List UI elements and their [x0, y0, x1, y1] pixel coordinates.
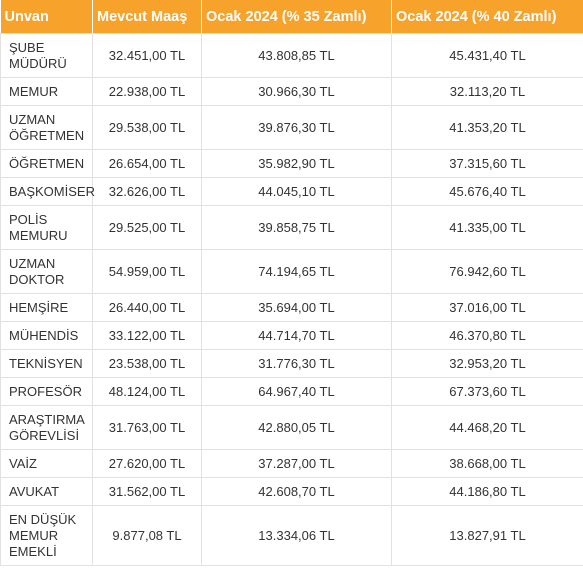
cell-mevcut: 22.938,00 TL: [92, 77, 202, 106]
cell-unvan: MÜHENDİS: [0, 321, 93, 350]
cell-z40: 38.668,00 TL: [391, 449, 583, 478]
cell-mevcut: 31.562,00 TL: [92, 477, 202, 506]
cell-z40: 44.468,20 TL: [391, 405, 583, 450]
cell-mevcut: 27.620,00 TL: [92, 449, 202, 478]
table-row: BAŞKOMİSER 32.626,00 TL 44.045,10 TL 45.…: [0, 177, 583, 206]
cell-mevcut: 29.538,00 TL: [92, 105, 202, 150]
cell-z35: 44.045,10 TL: [201, 177, 392, 206]
cell-mevcut: 32.451,00 TL: [92, 33, 202, 78]
header-ocak-2024-40: Ocak 2024 (% 40 Zamlı): [391, 0, 583, 34]
table-row: AVUKAT 31.562,00 TL 42.608,70 TL 44.186,…: [0, 477, 583, 506]
cell-z35: 64.967,40 TL: [201, 377, 392, 406]
header-ocak-2024-35: Ocak 2024 (% 35 Zamlı): [201, 0, 392, 34]
cell-z40: 37.016,00 TL: [391, 293, 583, 322]
table-row: MEMUR 22.938,00 TL 30.966,30 TL 32.113,2…: [0, 77, 583, 106]
cell-z40: 37.315,60 TL: [391, 149, 583, 178]
cell-unvan: EN DÜŞÜK MEMUR EMEKLİ: [0, 505, 93, 566]
cell-mevcut: 23.538,00 TL: [92, 349, 202, 378]
cell-z35: 43.808,85 TL: [201, 33, 392, 78]
table-header-row: Unvan Mevcut Maaş Ocak 2024 (% 35 Zamlı)…: [0, 0, 583, 34]
cell-mevcut: 33.122,00 TL: [92, 321, 202, 350]
table-row: TEKNİSYEN 23.538,00 TL 31.776,30 TL 32.9…: [0, 349, 583, 378]
cell-mevcut: 26.654,00 TL: [92, 149, 202, 178]
cell-z40: 67.373,60 TL: [391, 377, 583, 406]
cell-mevcut: 26.440,00 TL: [92, 293, 202, 322]
cell-z35: 30.966,30 TL: [201, 77, 392, 106]
cell-mevcut: 29.525,00 TL: [92, 205, 202, 250]
cell-z40: 32.953,20 TL: [391, 349, 583, 378]
cell-z35: 74.194,65 TL: [201, 249, 392, 294]
cell-unvan: ÖĞRETMEN: [0, 149, 93, 178]
cell-mevcut: 32.626,00 TL: [92, 177, 202, 206]
cell-z40: 13.827,91 TL: [391, 505, 583, 566]
cell-mevcut: 9.877,08 TL: [92, 505, 202, 566]
cell-z35: 37.287,00 TL: [201, 449, 392, 478]
cell-z40: 41.335,00 TL: [391, 205, 583, 250]
cell-z35: 39.858,75 TL: [201, 205, 392, 250]
cell-unvan: VAİZ: [0, 449, 93, 478]
cell-unvan: TEKNİSYEN: [0, 349, 93, 378]
cell-mevcut: 31.763,00 TL: [92, 405, 202, 450]
cell-unvan: ARAŞTIRMA GÖREVLİSİ: [0, 405, 93, 450]
cell-unvan: AVUKAT: [0, 477, 93, 506]
cell-z35: 44.714,70 TL: [201, 321, 392, 350]
cell-unvan: HEMŞİRE: [0, 293, 93, 322]
cell-unvan: UZMAN DOKTOR: [0, 249, 93, 294]
table-row: POLİS MEMURU 29.525,00 TL 39.858,75 TL 4…: [0, 205, 583, 250]
table-row: UZMAN DOKTOR 54.959,00 TL 74.194,65 TL 7…: [0, 249, 583, 294]
table-row: EN DÜŞÜK MEMUR EMEKLİ 9.877,08 TL 13.334…: [0, 505, 583, 566]
cell-z40: 46.370,80 TL: [391, 321, 583, 350]
cell-z40: 76.942,60 TL: [391, 249, 583, 294]
cell-z35: 42.880,05 TL: [201, 405, 392, 450]
cell-z40: 45.676,40 TL: [391, 177, 583, 206]
cell-unvan: BAŞKOMİSER: [0, 177, 95, 206]
cell-z35: 35.694,00 TL: [201, 293, 392, 322]
table-row: PROFESÖR 48.124,00 TL 64.967,40 TL 67.37…: [0, 377, 583, 406]
cell-z35: 35.982,90 TL: [201, 149, 392, 178]
table-row: ÖĞRETMEN 26.654,00 TL 35.982,90 TL 37.31…: [0, 149, 583, 178]
table-row: HEMŞİRE 26.440,00 TL 35.694,00 TL 37.016…: [0, 293, 583, 322]
cell-z40: 44.186,80 TL: [391, 477, 583, 506]
cell-unvan: ŞUBE MÜDÜRÜ: [0, 33, 93, 78]
cell-mevcut: 48.124,00 TL: [92, 377, 202, 406]
table-row: VAİZ 27.620,00 TL 37.287,00 TL 38.668,00…: [0, 449, 583, 478]
table-row: ARAŞTIRMA GÖREVLİSİ 31.763,00 TL 42.880,…: [0, 405, 583, 450]
table-row: UZMAN ÖĞRETMEN 29.538,00 TL 39.876,30 TL…: [0, 105, 583, 150]
table-row: MÜHENDİS 33.122,00 TL 44.714,70 TL 46.37…: [0, 321, 583, 350]
cell-mevcut: 54.959,00 TL: [92, 249, 202, 294]
cell-z35: 13.334,06 TL: [201, 505, 392, 566]
cell-unvan: UZMAN ÖĞRETMEN: [0, 105, 93, 150]
cell-z35: 42.608,70 TL: [201, 477, 392, 506]
header-mevcut-maas: Mevcut Maaş: [92, 0, 202, 34]
header-unvan: Unvan: [0, 0, 93, 34]
cell-unvan: MEMUR: [0, 77, 93, 106]
cell-z40: 32.113,20 TL: [391, 77, 583, 106]
cell-z35: 31.776,30 TL: [201, 349, 392, 378]
cell-unvan: POLİS MEMURU: [0, 205, 93, 250]
cell-unvan: PROFESÖR: [0, 377, 93, 406]
cell-z40: 45.431,40 TL: [391, 33, 583, 78]
cell-z35: 39.876,30 TL: [201, 105, 392, 150]
table-row: ŞUBE MÜDÜRÜ 32.451,00 TL 43.808,85 TL 45…: [0, 33, 583, 78]
cell-z40: 41.353,20 TL: [391, 105, 583, 150]
